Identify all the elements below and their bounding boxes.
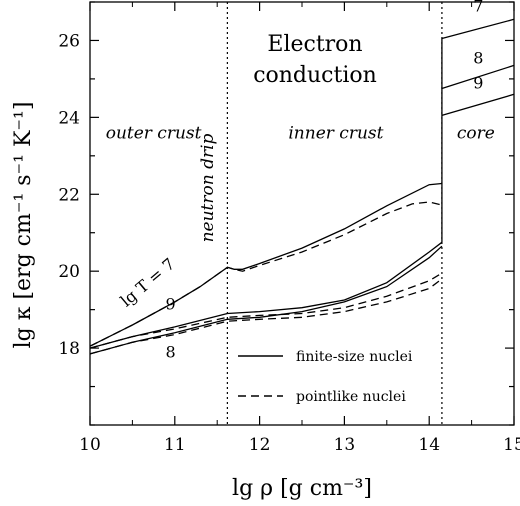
legend: finite-size nuclei pointlike nuclei [238,349,413,405]
region-labels: outer crust inner crust core [106,124,495,144]
x-axis-label: lg ρ [g cm⁻³] [232,476,372,501]
title-line-2: conduction [253,63,377,88]
series-line-solid-T9 [89,241,443,349]
series-line-dashed-T9 [89,272,443,349]
series-line-solid-T9 [441,93,515,117]
series-line-solid-T8 [441,64,515,90]
series-line-solid-T7 [441,18,515,40]
y-tick-label: 20 [58,262,80,282]
series-line-solid-T8 [89,245,443,355]
title-line-1: Electron [267,32,362,57]
x-tick-label: 12 [249,435,271,455]
tick-labels: 10 11 12 13 14 15 18 20 22 24 26 [58,31,520,455]
series-line-solid-T7 [89,182,442,347]
legend-label-finite-size: finite-size nuclei [296,349,413,365]
curve-label: 9 [165,295,175,314]
x-tick-label: 14 [418,435,440,455]
curve-label: 8 [473,49,483,68]
series-line-dashed-T8 [89,278,443,355]
curve-label: 8 [165,343,175,362]
region-label: outer crust [106,124,202,144]
neutron-drip-label: neutron drip [198,133,218,242]
x-tick-label: 15 [503,435,520,455]
curve-label: 7 [473,0,483,16]
region-label: inner crust [288,124,383,144]
y-axis-label: lg κ [erg cm⁻¹ s⁻¹ K⁻¹] [11,102,36,349]
x-tick-label: 11 [164,435,186,455]
legend-label-pointlike: pointlike nuclei [296,389,406,405]
region-label: core [457,124,495,144]
x-tick-label: 10 [79,435,101,455]
y-tick-label: 22 [58,185,80,205]
x-tick-label: 13 [334,435,356,455]
y-tick-label: 26 [58,31,80,51]
curve-label: 9 [473,74,483,93]
y-tick-label: 24 [58,108,80,128]
axis-ticks [89,1,515,426]
y-tick-label: 18 [58,339,80,359]
series-layer [89,18,515,355]
series-line-dashed-T7 [89,201,443,347]
